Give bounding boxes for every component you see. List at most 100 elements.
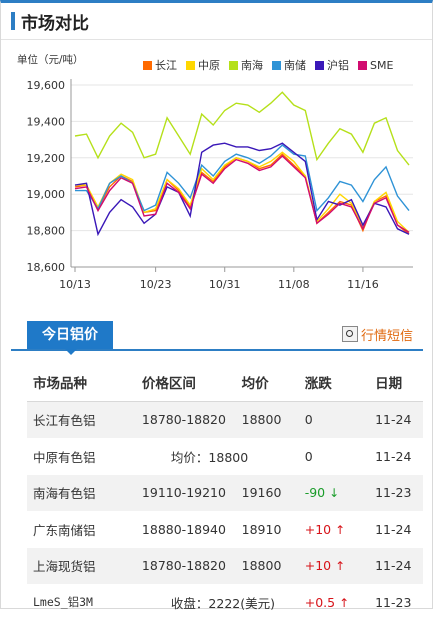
x-tick-label: 11/16 — [347, 278, 379, 291]
arrow-down-icon: ↓ — [329, 486, 340, 501]
legend-label: 沪铝 — [327, 59, 349, 72]
series-line-沪铝 — [74, 142, 410, 237]
avg-price: 18800 — [240, 547, 304, 585]
y-tick-label: 19,400 — [27, 115, 66, 128]
table-row: 长江有色铝 18780-18820 18800 0 11-24 — [27, 401, 423, 439]
table-row: 南海有色铝 19110-19210 19160 -90 ↓ 11-23 — [27, 474, 423, 512]
legend-label: SME — [370, 59, 394, 72]
avg-price: 18800 — [240, 401, 304, 439]
market-name: LmeS_铝3M — [27, 584, 141, 621]
legend-swatch — [358, 61, 367, 70]
series-line-南储 — [75, 144, 410, 213]
legend-item: 南海 — [229, 57, 263, 73]
price-change: +10 ↑ — [303, 511, 375, 548]
table-row: 中原有色铝 均价：18800 0 11-24 — [27, 438, 423, 475]
table-row: 广东南储铝 18880-18940 18910 +10 ↑ 11-24 — [27, 511, 423, 548]
legend-swatch — [315, 61, 324, 70]
table-row: 上海现货铝 18780-18820 18800 +10 ↑ 11-24 — [27, 547, 423, 585]
legend-label: 长江 — [155, 59, 177, 72]
price-date: 11-24 — [374, 547, 423, 585]
col-header-avg: 均价 — [240, 363, 304, 402]
price-change: +10 ↑ — [303, 547, 375, 585]
legend-label: 南海 — [241, 59, 263, 72]
y-tick-label: 18,800 — [27, 225, 66, 238]
market-name: 南海有色铝 — [27, 474, 141, 512]
col-header-change: 涨跌 — [303, 363, 375, 402]
change-value: -90 — [304, 485, 326, 501]
price-date: 11-24 — [374, 401, 423, 439]
avg-price-merged: 均价：18800 — [140, 438, 304, 475]
chart-legend: 长江 中原 南海 南储 沪铝 SME — [143, 57, 402, 73]
page-title: 市场对比 — [21, 14, 89, 34]
price-date: 11-23 — [374, 584, 423, 621]
price-change: +0.5 ↑ — [303, 584, 375, 621]
arrow-up-icon: ↑ — [335, 559, 346, 574]
change-value: +10 — [304, 521, 332, 537]
panel-header: 市场对比 — [1, 3, 432, 40]
price-change: 0 — [303, 401, 375, 439]
price-table: 市场品种 价格区间 均价 涨跌 日期 长江有色铝 18780-18820 188… — [27, 363, 423, 621]
x-tick-label: 10/13 — [59, 278, 91, 291]
y-tick-label: 18,600 — [27, 261, 66, 274]
arrow-up-icon: ↑ — [335, 522, 346, 537]
y-tick-label: 19,600 — [27, 79, 66, 92]
chart-svg: 单位（元/吨） 18,600 18,800 19,000 19,200 19,400 19,… — [17, 53, 413, 291]
market-name: 长江有色铝 — [27, 401, 141, 439]
header-accent — [11, 12, 15, 30]
y-tick-label: 19,000 — [27, 188, 66, 201]
price-range: 18780-18820 — [140, 401, 241, 439]
price-date: 11-23 — [374, 474, 423, 512]
legend-swatch — [229, 61, 238, 70]
quote-sms-link[interactable]: 行情短信 — [341, 325, 413, 344]
y-tick-label: 19,200 — [27, 152, 66, 165]
series-line-南海 — [74, 91, 410, 166]
price-date: 11-24 — [374, 511, 423, 548]
series-line-SME — [74, 155, 410, 233]
legend-swatch — [272, 61, 281, 70]
price-date: 11-24 — [374, 438, 423, 475]
table-row: LmeS_铝3M 收盘：2222(美元) +0.5 ↑ 11-23 — [27, 584, 423, 621]
legend-item: 中原 — [186, 57, 220, 73]
change-value: 0 — [304, 412, 313, 428]
table-header-row: 市场品种 价格区间 均价 涨跌 日期 — [27, 363, 423, 402]
search-icon — [341, 326, 358, 342]
market-name: 中原有色铝 — [27, 438, 141, 475]
price-change: -90 ↓ — [303, 474, 375, 512]
col-header-range: 价格区间 — [140, 363, 241, 402]
legend-label: 中原 — [198, 59, 220, 72]
tab-pointer — [65, 349, 77, 355]
x-tick-label: 10/31 — [209, 278, 241, 291]
price-range: 18880-18940 — [140, 511, 241, 548]
price-comparison-chart: 单位（元/吨） 18,600 18,800 19,000 19,200 19,400 19,… — [13, 47, 423, 299]
x-tick-label: 11/08 — [278, 278, 310, 291]
change-value: +0.5 — [304, 594, 336, 610]
legend-item: SME — [358, 59, 393, 72]
col-header-date: 日期 — [374, 363, 423, 402]
col-header-market: 市场品种 — [27, 363, 141, 402]
avg-price: 19160 — [240, 474, 304, 512]
tab-label: 今日铝价 — [42, 327, 98, 343]
close-price-merged: 收盘：2222(美元) — [140, 584, 304, 621]
market-name: 上海现货铝 — [27, 547, 141, 585]
market-name: 广东南储铝 — [27, 511, 141, 548]
price-change: 0 — [303, 438, 375, 475]
x-tick-label: 10/23 — [140, 278, 172, 291]
price-range: 18780-18820 — [140, 547, 241, 585]
quote-sms-label: 行情短信 — [360, 329, 413, 344]
tab-today-price[interactable]: 今日铝价 — [27, 321, 113, 355]
legend-item: 长江 — [143, 57, 177, 73]
legend-item: 南储 — [272, 57, 306, 73]
avg-price: 18910 — [240, 511, 304, 548]
y-axis-label: 单位（元/吨） — [17, 53, 84, 66]
change-value: 0 — [304, 448, 313, 464]
price-tab-bar: 今日铝价 行情短信 — [11, 321, 423, 355]
legend-swatch — [186, 61, 195, 70]
arrow-up-icon: ↑ — [339, 595, 350, 610]
legend-swatch — [143, 61, 152, 70]
change-value: +10 — [304, 558, 332, 574]
legend-item: 沪铝 — [315, 57, 349, 73]
series-line-中原 — [75, 151, 410, 233]
price-range: 19110-19210 — [140, 474, 241, 512]
legend-label: 南储 — [284, 59, 306, 72]
